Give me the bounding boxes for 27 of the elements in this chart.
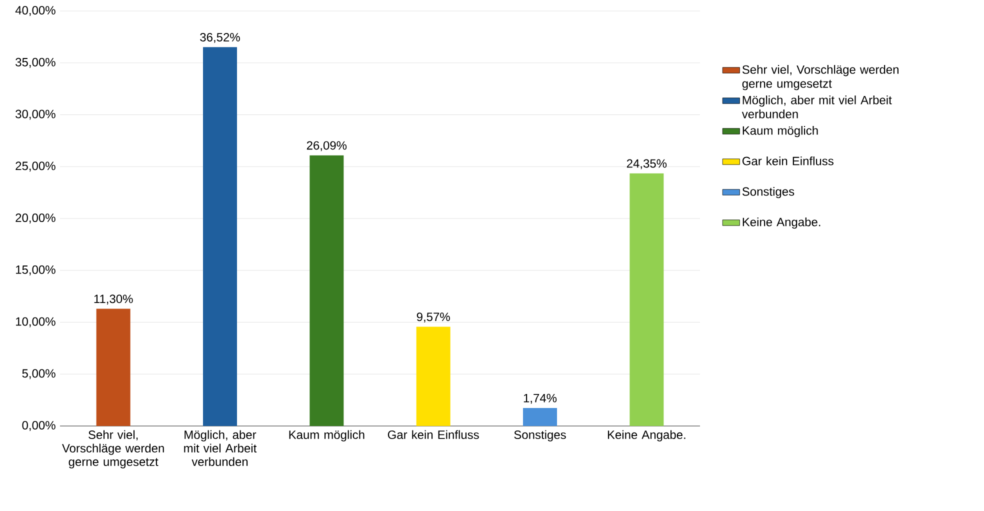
data-label: 1,74%	[524, 394, 557, 404]
legend-label: Sehr viel, Vorschläge werden gerne umgesetzt	[742, 65, 898, 90]
x-tick-label: Sehr viel, Vorschläge werden gerne umgesetzt	[62, 430, 164, 468]
y-tick-label: 30,00%	[16, 110, 56, 120]
data-label: 24,35%	[626, 159, 667, 170]
x-tick-label: Kaum möglich	[289, 430, 364, 442]
legend-label: Möglich, aber mit viel Arbeit verbunden	[742, 96, 892, 118]
y-tick-label: 15,00%	[16, 265, 56, 276]
x-tick-label: Gar kein Einfluss	[388, 430, 479, 440]
y-tick-label: 0,00%	[22, 421, 56, 431]
x-tick-label: Sonstiges	[514, 430, 566, 442]
data-label: 9,57%	[416, 312, 450, 323]
y-tick-label: 5,00%	[22, 369, 56, 380]
legend-label: Sonstiges	[742, 186, 794, 198]
y-tick-label: 35,00%	[16, 58, 56, 68]
data-label: 11,30%	[94, 294, 133, 305]
data-label: 26,09%	[306, 141, 347, 152]
y-tick-label: 25,00%	[16, 162, 56, 172]
x-tick-label: Möglich, aber mit viel Arbeit verbunden	[184, 430, 257, 466]
legend-label: Keine Angabe.	[742, 217, 820, 229]
y-tick-label: 20,00%	[16, 214, 56, 224]
y-tick-label: 10,00%	[16, 317, 56, 328]
data-label: 36,52%	[200, 32, 240, 43]
legend-label: Gar kein Einfluss	[742, 156, 834, 166]
legend-label: Kaum möglich	[742, 126, 818, 138]
x-tick-label: Keine Angabe.	[608, 430, 686, 442]
y-tick-label: 40,00%	[15, 6, 56, 16]
